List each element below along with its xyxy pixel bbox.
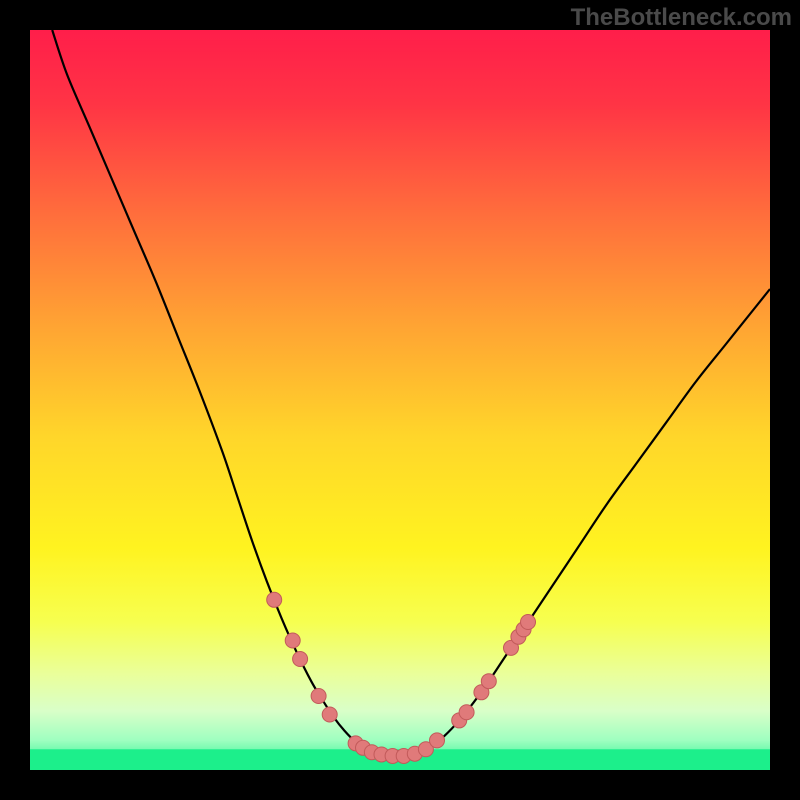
- data-marker: [311, 689, 326, 704]
- data-marker: [322, 707, 337, 722]
- data-marker: [521, 615, 536, 630]
- data-marker: [430, 733, 445, 748]
- watermark-text: TheBottleneck.com: [571, 4, 792, 32]
- chart-frame: TheBottleneck.com: [0, 0, 800, 800]
- chart-svg: [0, 0, 800, 800]
- plot-background: [30, 30, 770, 770]
- data-marker: [459, 705, 474, 720]
- data-marker: [285, 633, 300, 648]
- data-marker: [267, 592, 282, 607]
- data-marker: [293, 652, 308, 667]
- data-marker: [481, 674, 496, 689]
